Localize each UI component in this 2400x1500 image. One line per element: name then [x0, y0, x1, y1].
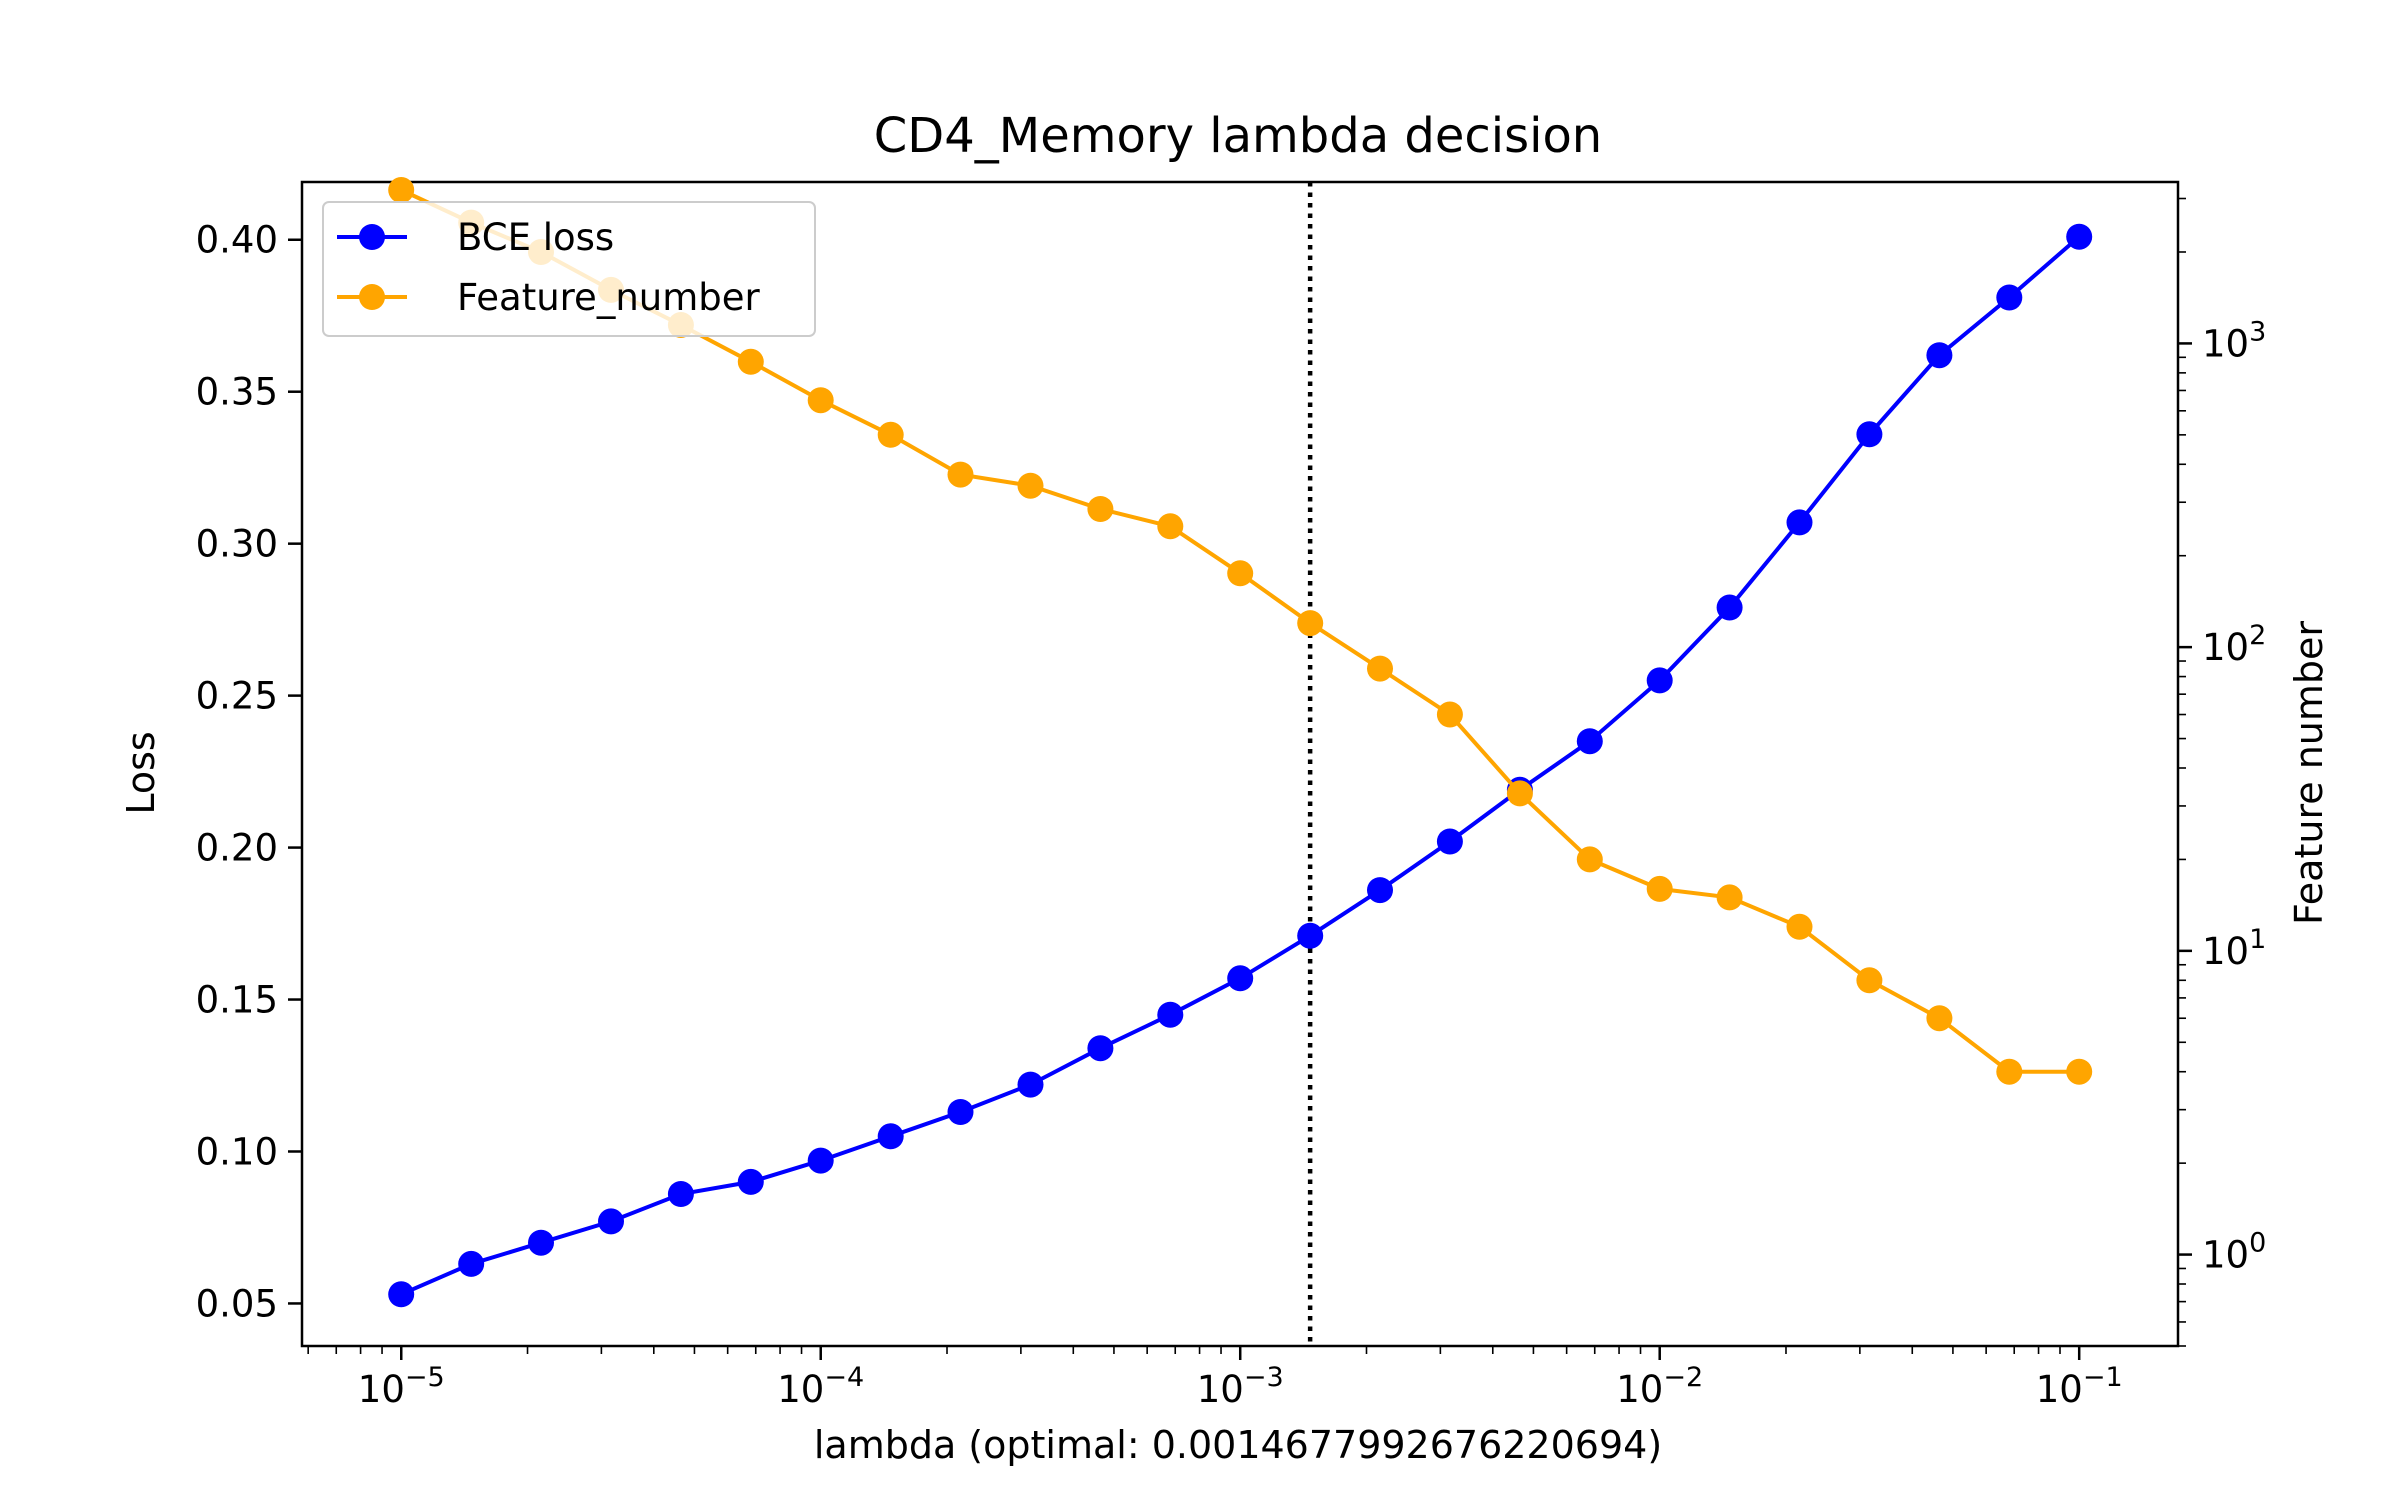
chart-title: CD4_Memory lambda decision [874, 108, 1602, 164]
legend-frame [322, 201, 816, 337]
point-feature-number-19 [1716, 884, 1743, 911]
x-tick-label-2: 10−3 [1197, 1362, 1284, 1411]
y-left-tick-label-1: 0.10 [196, 1130, 278, 1173]
point-feature-number-11 [1157, 513, 1184, 540]
point-bce-loss-20 [1786, 509, 1813, 536]
point-bce-loss-6 [807, 1147, 834, 1174]
x-tick-label-4: 10−1 [2036, 1362, 2123, 1411]
point-bce-loss-2 [528, 1229, 554, 1256]
legend-marker-feature-number [359, 284, 385, 310]
point-feature-number-15 [1436, 701, 1463, 728]
point-feature-number-21 [1856, 967, 1883, 994]
point-bce-loss-4 [667, 1181, 694, 1207]
y-left-tick-label-6: 0.35 [196, 371, 278, 414]
y-left-tick-label-4: 0.25 [196, 675, 278, 718]
point-bce-loss-7 [877, 1123, 904, 1150]
point-feature-number-22 [1926, 1005, 1953, 1032]
point-bce-loss-15 [1436, 828, 1463, 855]
y-axis-label-left: Loss [119, 731, 163, 814]
point-feature-number-20 [1786, 913, 1813, 940]
point-bce-loss-12 [1227, 965, 1254, 992]
y-left-tick-label-0: 0.05 [196, 1282, 278, 1325]
point-feature-number-18 [1646, 875, 1673, 902]
y-axis-label-right: Feature number [2287, 621, 2331, 925]
point-feature-number-6 [807, 387, 834, 414]
point-feature-number-9 [1017, 472, 1044, 499]
y-left-tick-label-2: 0.15 [196, 979, 278, 1022]
y-right-tick-label-3: 103 [2202, 316, 2266, 365]
y-right-tick-label-2: 102 [2202, 620, 2266, 669]
point-bce-loss-5 [737, 1168, 764, 1195]
legend-label-feature-number: Feature_number [457, 276, 761, 319]
point-feature-number-12 [1227, 560, 1254, 587]
y-left-tick-label-5: 0.30 [196, 523, 278, 566]
point-feature-number-8 [947, 461, 974, 488]
point-feature-number-10 [1087, 496, 1114, 522]
point-bce-loss-1 [458, 1250, 485, 1277]
x-tick-label-0: 10−5 [358, 1362, 445, 1411]
y-right-tick-label-1: 101 [2202, 924, 2266, 973]
point-feature-number-16 [1506, 780, 1533, 807]
y-left-tick-label-3: 0.20 [196, 827, 278, 870]
legend-label-bce-loss: BCE loss [457, 216, 614, 259]
y-right-tick-label-0: 100 [2202, 1228, 2266, 1277]
x-tick-label-1: 10−4 [777, 1362, 864, 1411]
point-feature-number-14 [1367, 655, 1393, 682]
point-bce-loss-9 [1017, 1071, 1044, 1098]
point-feature-number-5 [737, 348, 764, 375]
y-left-tick-label-7: 0.40 [196, 219, 278, 262]
legend-marker-bce-loss [359, 224, 385, 250]
point-feature-number-23 [1996, 1058, 2023, 1085]
point-feature-number-7 [877, 421, 904, 448]
point-bce-loss-10 [1087, 1035, 1114, 1062]
point-bce-loss-19 [1716, 594, 1743, 621]
x-axis-label: lambda (optimal: 0.0014677992676220694) [814, 1423, 1662, 1467]
point-feature-number-24 [2066, 1058, 2093, 1085]
point-bce-loss-24 [2066, 223, 2093, 250]
point-bce-loss-23 [1996, 284, 2023, 311]
point-bce-loss-8 [947, 1099, 974, 1125]
point-bce-loss-11 [1157, 1001, 1184, 1028]
point-feature-number-0 [388, 177, 415, 203]
point-bce-loss-22 [1926, 342, 1953, 369]
point-bce-loss-13 [1297, 922, 1324, 949]
point-feature-number-17 [1576, 846, 1603, 873]
legend: BCE loss Feature_number [322, 201, 816, 337]
point-feature-number-13 [1297, 610, 1324, 637]
point-bce-loss-17 [1576, 728, 1603, 755]
point-bce-loss-0 [388, 1281, 415, 1308]
point-bce-loss-3 [598, 1208, 624, 1235]
point-bce-loss-18 [1646, 667, 1673, 694]
point-bce-loss-21 [1856, 421, 1883, 448]
point-bce-loss-14 [1367, 877, 1393, 904]
x-tick-label-3: 10−2 [1616, 1362, 1703, 1411]
